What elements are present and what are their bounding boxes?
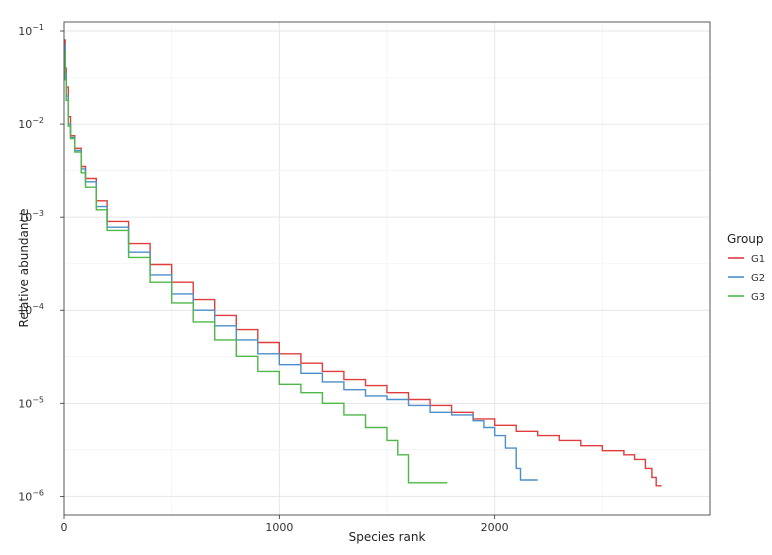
y-tick-label: 10−6 bbox=[18, 488, 44, 503]
y-axis-title: Relative abundance bbox=[17, 209, 31, 328]
y-tick-label: 10−2 bbox=[18, 116, 44, 131]
plot-border bbox=[63, 21, 711, 516]
x-axis-title: Species rank bbox=[349, 530, 426, 544]
legend-label-g3: G3 bbox=[751, 292, 765, 303]
x-axis-ticks: 0 1000 2000 bbox=[61, 515, 509, 534]
x-tick-label: 1000 bbox=[265, 521, 293, 534]
legend: Group G1 G2 G3 bbox=[727, 232, 765, 303]
x-tick-label: 0 bbox=[61, 521, 68, 534]
gridlines bbox=[63, 22, 711, 515]
legend-title: Group bbox=[727, 232, 764, 246]
legend-label-g2: G2 bbox=[751, 273, 765, 284]
x-tick-label: 2000 bbox=[481, 521, 509, 534]
series-line-g3 bbox=[64, 51, 448, 484]
legend-label-g1: G1 bbox=[751, 254, 765, 265]
series-line-g2 bbox=[64, 44, 538, 481]
series-line-g1 bbox=[64, 39, 662, 487]
y-tick-label: 10−5 bbox=[18, 395, 44, 410]
series-lines bbox=[64, 39, 662, 487]
y-tick-label: 10−1 bbox=[18, 23, 44, 38]
